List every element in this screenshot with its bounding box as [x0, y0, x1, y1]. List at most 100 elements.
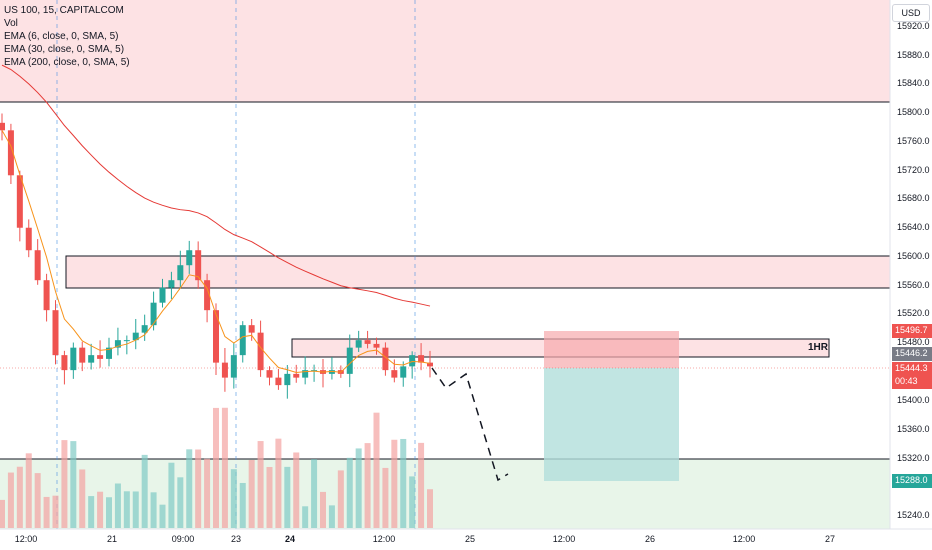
ema-30-line	[1, 130, 431, 374]
volume-bar	[275, 438, 282, 528]
volume-bar	[88, 496, 95, 528]
candle-body	[34, 250, 41, 281]
time-tick-label: 09:00	[172, 534, 195, 544]
candle-body	[141, 325, 148, 333]
candles	[0, 113, 433, 399]
volume-bar	[337, 470, 344, 528]
volume-bar	[186, 449, 193, 528]
volume-bar	[132, 491, 139, 528]
ema-200-line	[1, 64, 431, 307]
candle-body	[177, 265, 184, 281]
candle-body	[409, 355, 416, 367]
volume-bar	[123, 491, 130, 528]
candle-body	[204, 280, 211, 311]
volume-bar	[159, 504, 166, 528]
candle-body	[213, 310, 219, 363]
candle-body	[346, 347, 353, 374]
volume-bar	[364, 443, 371, 528]
volume-bar	[400, 438, 407, 528]
resistance-zone-top	[0, 0, 890, 102]
candle-body	[97, 355, 104, 359]
candle-body	[355, 340, 362, 348]
volume-bar	[168, 462, 175, 528]
time-tick-label: 23	[231, 534, 241, 544]
price-tick-label: 15840.0	[897, 78, 930, 88]
time-tick-label: 12:00	[553, 534, 576, 544]
candle-body	[400, 366, 407, 378]
volume-bar	[284, 466, 291, 528]
price-tick-label: 15680.0	[897, 193, 930, 203]
candle-body	[61, 355, 68, 371]
position-target-zone[interactable]	[544, 368, 679, 481]
price-tick-label: 15480.0	[897, 337, 930, 347]
symbol-title[interactable]: US 100, 15, CAPITALCOM	[4, 5, 124, 16]
volume-bar	[427, 489, 433, 528]
candle-body	[25, 227, 32, 251]
volume-bar	[52, 495, 59, 528]
price-tick-label: 15520.0	[897, 308, 930, 318]
candle-body	[230, 355, 237, 378]
candle-body	[373, 343, 380, 348]
time-tick-label: 12:00	[373, 534, 396, 544]
time-tick-label: 24	[285, 534, 295, 544]
volume-bar	[257, 441, 264, 528]
price-tag-stop: 15496.7	[892, 324, 932, 338]
price-tick-label: 15320.0	[897, 453, 930, 463]
volume-indicator-label[interactable]: Vol	[4, 18, 18, 29]
currency-button[interactable]: USD	[892, 4, 930, 22]
time-tick-label: 21	[107, 534, 117, 544]
volume-bar	[195, 449, 202, 528]
projection-path[interactable]	[431, 367, 509, 482]
volume-bar	[141, 454, 148, 528]
candle-body	[293, 373, 300, 378]
time-axis[interactable]: 12:00 21 09:00 23 24 12:00 25 12:00 26 12:00 27	[15, 534, 835, 544]
volume-bar	[204, 458, 211, 528]
volume-bar	[43, 496, 50, 528]
volume-bar	[346, 457, 353, 528]
chart-legend: US 100, 15, CAPITALCOM Vol EMA (6, close…	[4, 4, 130, 69]
candle-body	[132, 332, 139, 341]
candle-body	[7, 130, 14, 176]
candle-body	[302, 370, 309, 378]
candle-body	[427, 362, 433, 367]
volume-bar	[302, 506, 309, 528]
ema30-indicator-label[interactable]: EMA (30, close, 0, SMA, 5)	[4, 44, 125, 55]
candle-body	[364, 340, 371, 344]
position-stop-zone[interactable]	[544, 331, 679, 368]
volume-bar	[97, 491, 104, 528]
price-axis[interactable]: 15920.0 15880.0 15840.0 15800.0 15760.0 15720…	[897, 21, 930, 520]
volume-bar	[0, 499, 5, 528]
price-tick-label: 15800.0	[897, 107, 930, 117]
price-tick-label: 15920.0	[897, 21, 930, 31]
candle-body	[328, 370, 335, 374]
volume-bar	[391, 439, 398, 528]
volume-bar	[34, 473, 41, 528]
volume-bar	[239, 482, 246, 528]
price-tag-target: 15288.0	[892, 474, 932, 488]
candle-body	[391, 370, 398, 378]
volume-bar	[114, 483, 121, 528]
candle-body	[248, 325, 255, 333]
volume-bar	[230, 469, 237, 528]
candle-body	[168, 280, 175, 288]
candle-body	[114, 340, 121, 348]
ema200-indicator-label[interactable]: EMA (200, close, 0, SMA, 5)	[4, 57, 130, 68]
candle-body	[418, 355, 425, 363]
time-tick-label: 12:00	[733, 534, 756, 544]
candle-body	[106, 347, 112, 359]
price-tick-label: 15760.0	[897, 136, 930, 146]
candle-body	[70, 347, 77, 371]
countdown-tag: 00:43	[892, 375, 932, 389]
candle-body	[52, 310, 59, 356]
ema6-indicator-label[interactable]: EMA (6, close, 0, SMA, 5)	[4, 31, 119, 42]
candle-body	[275, 377, 282, 386]
price-tick-label: 15720.0	[897, 165, 930, 175]
volume-bar	[79, 469, 86, 528]
volume-bar	[320, 491, 326, 528]
volume-bar	[177, 477, 184, 528]
volume-bar	[311, 459, 318, 528]
volume-bar	[106, 497, 112, 528]
candle-body	[239, 325, 246, 356]
price-tick-label: 15560.0	[897, 280, 930, 290]
